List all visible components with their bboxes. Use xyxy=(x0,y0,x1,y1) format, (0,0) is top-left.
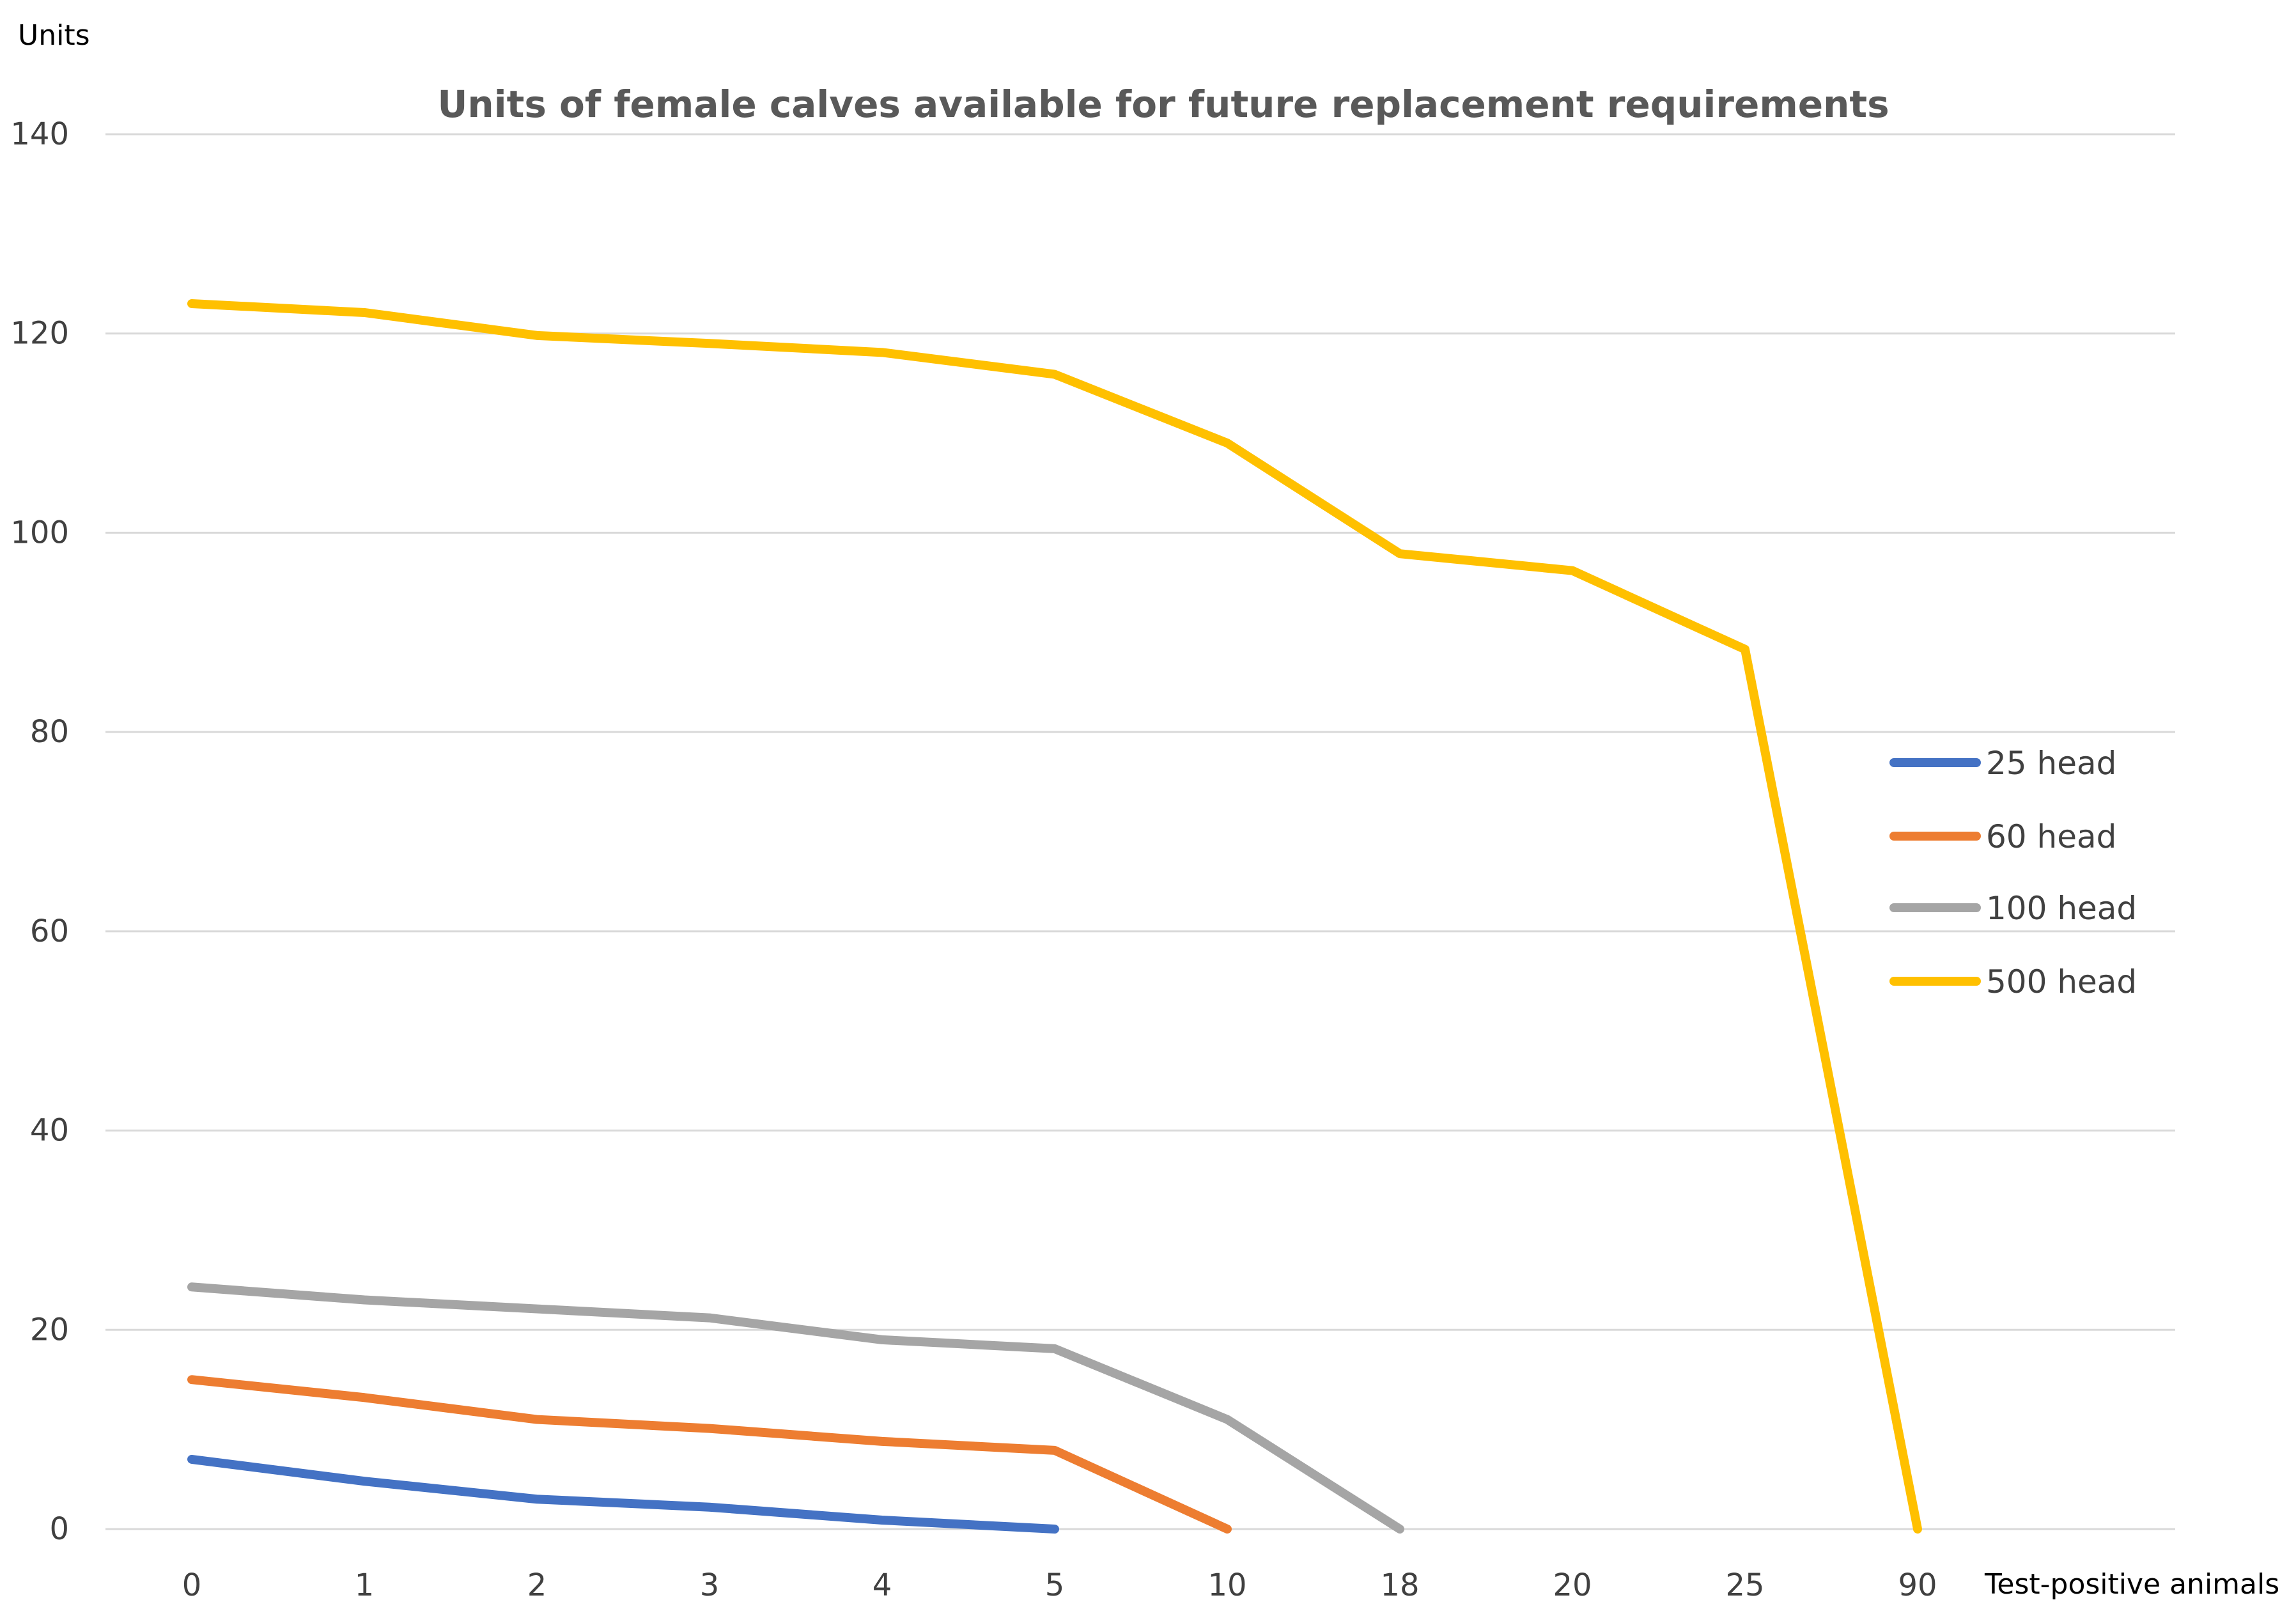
x-tick-label: 2 xyxy=(527,1567,547,1603)
y-tick-label: 80 xyxy=(30,714,69,750)
x-tick-label: 90 xyxy=(1898,1567,1937,1603)
legend-label: 60 head xyxy=(1986,818,2116,855)
x-tick-label: 5 xyxy=(1045,1567,1065,1603)
x-tick-label: 18 xyxy=(1380,1567,1419,1603)
series-line-500-head xyxy=(187,299,1922,1534)
y-tick-label: 60 xyxy=(30,913,69,949)
series-line-60-head xyxy=(187,1375,1232,1534)
y-axis-ticks: 0 20 40 60 80 100 120 140 xyxy=(10,116,69,1547)
legend-label: 25 head xyxy=(1986,745,2116,782)
x-tick-label: 3 xyxy=(700,1567,720,1603)
x-tick-label: 1 xyxy=(355,1567,375,1603)
series-line-100-head xyxy=(187,1282,1404,1534)
legend: 25 head 60 head 100 head 500 head xyxy=(1889,745,2137,1000)
series-line-25-head xyxy=(187,1454,1059,1534)
x-tick-label: 10 xyxy=(1207,1567,1246,1603)
y-tick-label: 140 xyxy=(10,116,69,152)
x-axis-ticks: 0 1 2 3 4 5 10 18 20 25 90 xyxy=(182,1567,1937,1603)
gridlines xyxy=(105,133,2175,1530)
x-axis-title: Test-positive animals xyxy=(1984,1568,2279,1601)
x-tick-label: 25 xyxy=(1725,1567,1764,1603)
y-tick-label: 40 xyxy=(30,1113,69,1149)
y-axis-title: Units xyxy=(18,19,90,52)
y-tick-label: 120 xyxy=(10,316,69,352)
x-tick-label: 4 xyxy=(873,1567,892,1603)
x-tick-label: 20 xyxy=(1553,1567,1592,1603)
chart-title: Units of female calves available for fut… xyxy=(437,82,1889,126)
legend-label: 100 head xyxy=(1986,890,2137,927)
y-tick-label: 0 xyxy=(49,1511,69,1547)
y-tick-label: 100 xyxy=(10,515,69,550)
series-lines xyxy=(187,299,1922,1534)
y-tick-label: 20 xyxy=(30,1312,69,1348)
x-tick-label: 0 xyxy=(182,1567,202,1603)
legend-label: 500 head xyxy=(1986,963,2137,1000)
